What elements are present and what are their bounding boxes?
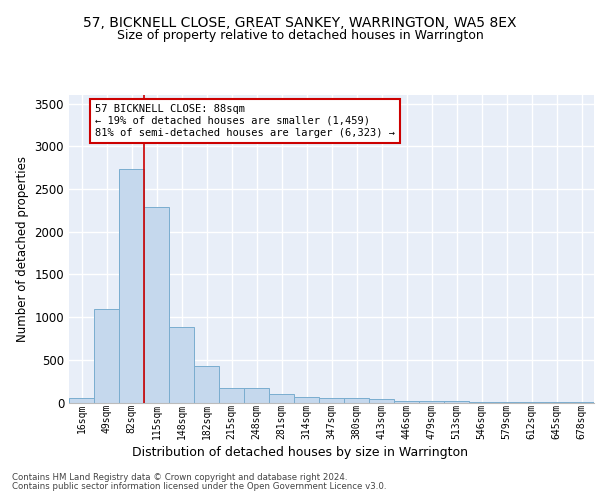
Bar [119, 170, 144, 402]
Y-axis label: Number of detached properties: Number of detached properties [16, 156, 29, 342]
Text: Distribution of detached houses by size in Warrington: Distribution of detached houses by size … [132, 446, 468, 459]
Bar [144, 207, 169, 402]
Bar [344, 398, 369, 402]
Bar [394, 400, 419, 402]
Bar [169, 328, 194, 402]
Text: Size of property relative to detached houses in Warrington: Size of property relative to detached ho… [116, 29, 484, 42]
Bar [269, 394, 294, 402]
Bar [244, 388, 269, 402]
Bar [419, 401, 444, 402]
Bar [219, 388, 244, 402]
Bar [444, 401, 469, 402]
Text: Contains public sector information licensed under the Open Government Licence v3: Contains public sector information licen… [12, 482, 386, 491]
Text: 57 BICKNELL CLOSE: 88sqm
← 19% of detached houses are smaller (1,459)
81% of sem: 57 BICKNELL CLOSE: 88sqm ← 19% of detach… [95, 104, 395, 138]
Bar [319, 398, 344, 402]
Bar [94, 309, 119, 402]
Text: 57, BICKNELL CLOSE, GREAT SANKEY, WARRINGTON, WA5 8EX: 57, BICKNELL CLOSE, GREAT SANKEY, WARRIN… [83, 16, 517, 30]
Text: Contains HM Land Registry data © Crown copyright and database right 2024.: Contains HM Land Registry data © Crown c… [12, 472, 347, 482]
Bar [69, 398, 94, 402]
Bar [369, 400, 394, 402]
Bar [294, 396, 319, 402]
Bar [194, 366, 219, 403]
